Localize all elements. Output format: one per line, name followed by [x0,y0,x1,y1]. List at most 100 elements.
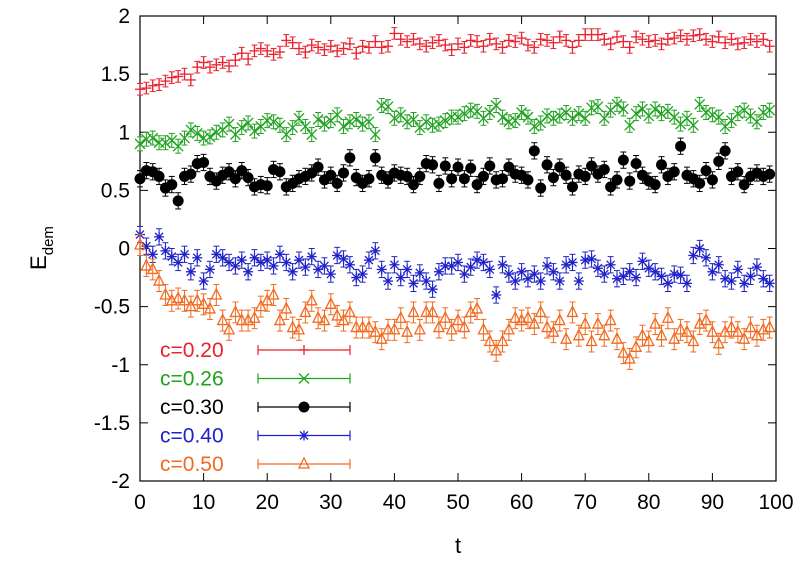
marker [554,31,565,42]
data-point [675,29,686,43]
marker [560,169,572,181]
data-point [720,36,731,50]
data-point [726,32,737,46]
data-point [573,34,584,47]
legend-marker [299,430,309,441]
data-point [465,159,477,177]
data-point [605,256,616,274]
data-point [427,156,439,174]
data-point [612,30,622,44]
data-point [630,336,643,359]
data-point [687,330,700,353]
data-point [707,35,718,48]
marker [592,29,603,40]
y-tick-label: -0.5 [94,296,130,319]
data-point [242,309,255,332]
marker [192,62,203,73]
data-point [388,318,401,341]
marker [706,174,718,186]
data-point [262,44,273,58]
marker [662,34,673,45]
data-point [344,256,355,274]
marker [649,179,661,191]
marker [572,328,585,341]
data-point [675,266,686,284]
data-point [242,168,254,187]
marker [484,264,495,275]
marker [402,264,413,275]
marker [133,237,147,250]
marker [223,166,235,178]
marker [642,334,655,347]
y-tick-label: 1 [118,121,130,144]
data-point [643,108,655,124]
data-point [363,114,375,130]
marker [235,313,248,326]
data-point [439,307,452,330]
y-tick-label: -1 [111,354,130,377]
data-point [446,170,458,188]
data-point [338,118,349,134]
data-point [446,43,457,57]
data-point [534,301,547,324]
marker [363,255,374,266]
y-axis-label: Edem [26,226,57,270]
series-c=0.20 [135,27,775,96]
data-point [395,32,406,46]
data-point [669,31,680,45]
data-point [472,35,483,48]
data-point [617,101,629,117]
data-point [172,287,185,310]
data-point [610,328,624,351]
data-point [192,249,203,267]
data-point [687,117,699,133]
data-point [249,123,260,139]
data-point [281,34,292,47]
marker [732,264,743,275]
marker [172,291,185,304]
data-point [599,32,610,46]
data-point [179,130,190,146]
data-point [547,110,559,126]
marker [306,129,318,141]
data-point [579,167,591,186]
marker [204,131,216,143]
data-point [414,264,425,282]
marker [414,267,425,278]
marker [540,320,554,333]
marker [541,159,553,171]
data-point [293,110,305,126]
marker [497,173,509,185]
data-point [439,157,451,175]
data-point [147,79,158,93]
marker [694,98,706,110]
marker [134,138,146,150]
legend-marker [299,345,309,355]
marker [739,37,750,48]
data-point [510,35,521,48]
data-point [643,35,654,48]
marker [224,257,235,268]
data-point [350,168,362,187]
marker [713,155,725,167]
data-point [503,34,514,47]
data-point [725,316,738,339]
data-point [681,274,692,293]
marker [369,129,381,141]
marker [281,257,292,268]
marker [516,107,528,118]
data-point [351,46,362,60]
data-point [224,253,235,272]
data-point [375,328,388,351]
data-point [758,32,769,46]
data-point [598,110,610,126]
marker [623,351,636,364]
marker [674,322,687,335]
legend: c=0.20 c=0.26 c=0.30 c=0.40 c=0.50 [160,339,351,476]
marker [617,103,629,115]
marker [713,111,725,123]
marker [661,310,674,323]
data-point [459,265,470,283]
data-point [478,253,489,272]
